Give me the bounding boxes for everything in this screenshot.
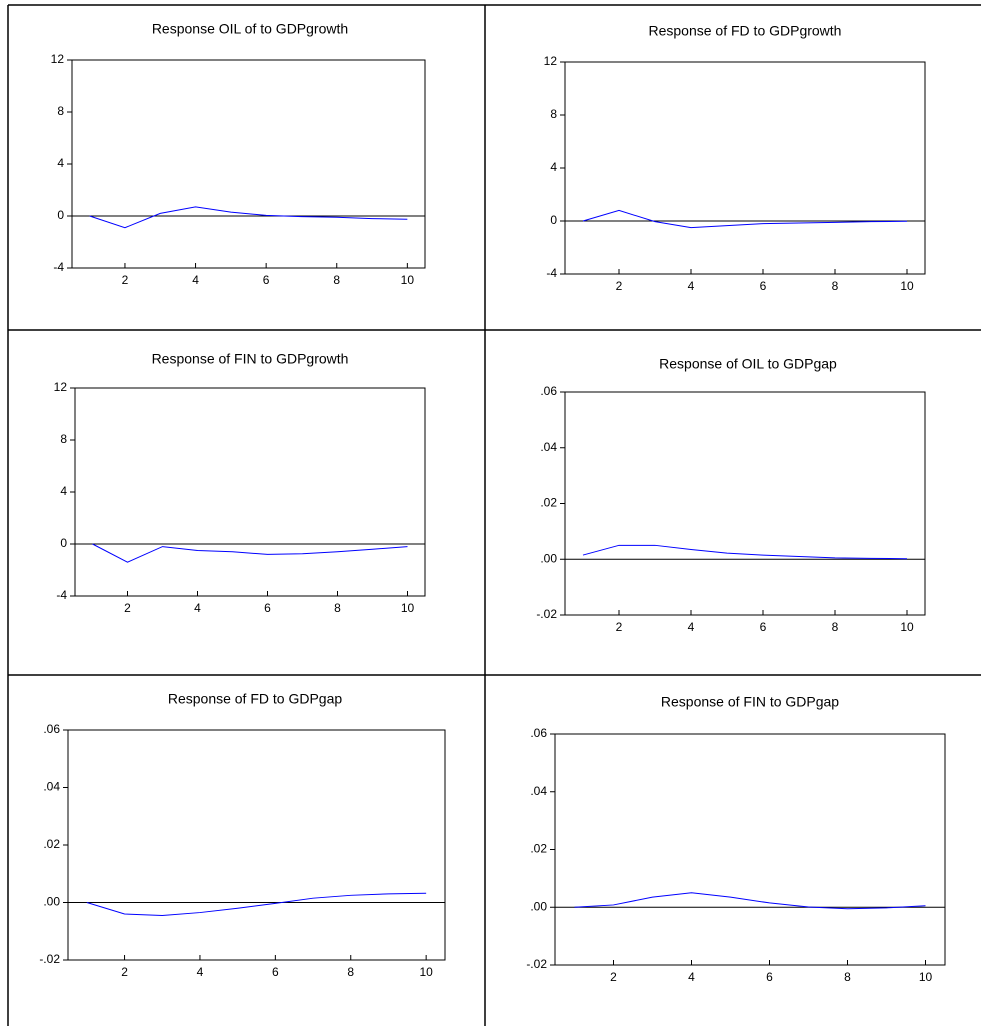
x-tick-label: 10	[919, 970, 933, 984]
x-tick-label: 4	[688, 970, 695, 984]
x-tick-label: 10	[401, 273, 415, 287]
y-tick-label: 12	[544, 54, 558, 68]
x-tick-label: 4	[194, 601, 201, 615]
x-tick-label: 2	[121, 965, 128, 979]
y-tick-label: -4	[56, 588, 67, 602]
x-tick-label: 8	[347, 965, 354, 979]
chart-title: Response of FIN to GDPgrowth	[152, 351, 349, 367]
line-series	[90, 207, 408, 228]
y-tick-label: .00	[530, 899, 547, 913]
x-tick-label: 4	[192, 273, 199, 287]
x-tick-label: 2	[122, 273, 129, 287]
y-tick-label: 8	[550, 107, 557, 121]
chart: Response of FD to GDPgap -.02 .00 .02 .04 .06…	[39, 691, 445, 979]
x-tick-label: 2	[610, 970, 617, 984]
x-tick-label: 2	[616, 620, 623, 634]
chart: Response of FIN to GDPgrowth -4 0 4 8 12 2 4 6 8 1…	[54, 351, 425, 615]
chart-title: Response OIL of to GDPgrowth	[152, 21, 348, 37]
y-tick-label: .02	[540, 496, 557, 510]
y-tick-label: .02	[43, 837, 60, 851]
y-tick-label: .00	[540, 551, 557, 565]
y-tick-label: 4	[60, 484, 67, 498]
line-series	[575, 893, 926, 909]
y-tick-label: 0	[550, 213, 557, 227]
x-tick-label: 10	[401, 601, 415, 615]
plot-frame	[565, 62, 925, 274]
y-tick-label: .04	[530, 784, 547, 798]
chart-title: Response of OIL to GDPgap	[659, 356, 837, 372]
y-tick-label: .06	[530, 726, 547, 740]
line-series	[87, 893, 426, 915]
line-series	[583, 210, 907, 227]
y-tick-label: .02	[530, 842, 547, 856]
y-tick-label: -4	[546, 266, 557, 280]
y-tick-label: -4	[53, 260, 64, 274]
y-tick-label: .04	[540, 440, 557, 454]
y-tick-label: -.02	[536, 607, 557, 621]
x-tick-label: 8	[832, 279, 839, 293]
x-tick-label: 10	[900, 620, 914, 634]
y-tick-label: 4	[57, 156, 64, 170]
panel-borders	[8, 5, 981, 1026]
x-tick-label: 6	[766, 970, 773, 984]
plot-frame	[565, 392, 925, 615]
x-tick-label: 4	[688, 279, 695, 293]
y-tick-label: 0	[57, 208, 64, 222]
chart: Response of OIL to GDPgap -.02 .00 .02 .04 .0…	[536, 356, 925, 634]
x-tick-label: 6	[760, 620, 767, 634]
x-tick-label: 4	[688, 620, 695, 634]
y-tick-label: 8	[60, 432, 67, 446]
y-tick-label: .06	[43, 722, 60, 736]
y-tick-label: 12	[54, 380, 68, 394]
line-series	[583, 545, 907, 558]
y-tick-label: 0	[60, 536, 67, 550]
x-tick-label: 6	[272, 965, 279, 979]
chart: Response of FIN to GDPgap -.02 .00 .02 .04 .0…	[526, 694, 945, 984]
x-tick-label: 4	[197, 965, 204, 979]
x-tick-label: 2	[616, 279, 623, 293]
plot-frame	[555, 734, 945, 965]
x-tick-label: 6	[263, 273, 270, 287]
chart: Response OIL of to GDPgrowth -4 0 4 8 12 2 4 6 8 1…	[51, 21, 425, 287]
y-tick-label: 8	[57, 104, 64, 118]
y-tick-label: -.02	[526, 957, 547, 971]
x-tick-label: 10	[419, 965, 433, 979]
chart-title: Response of FD to GDPgap	[168, 691, 343, 707]
x-tick-label: 8	[832, 620, 839, 634]
x-tick-label: 10	[900, 279, 914, 293]
y-tick-label: 12	[51, 52, 65, 66]
y-tick-label: 4	[550, 160, 557, 174]
chart: Response of FD to GDPgrowth -4 0 4 8 12 2 4 6 8 10	[544, 23, 925, 293]
plot-frame	[68, 730, 445, 960]
plot-frame	[75, 388, 425, 596]
chart-title: Response of FD to GDPgrowth	[649, 23, 842, 39]
line-series	[93, 544, 408, 562]
y-tick-label: .00	[43, 895, 60, 909]
x-tick-label: 6	[264, 601, 271, 615]
y-tick-label: .04	[43, 780, 60, 794]
plot-frame	[72, 60, 425, 268]
x-tick-label: 8	[333, 273, 340, 287]
x-tick-label: 2	[124, 601, 131, 615]
y-tick-label: .06	[540, 384, 557, 398]
x-tick-label: 8	[844, 970, 851, 984]
x-tick-label: 6	[760, 279, 767, 293]
x-tick-label: 8	[334, 601, 341, 615]
chart-title: Response of FIN to GDPgap	[661, 694, 839, 710]
y-tick-label: -.02	[39, 952, 60, 966]
figure: Response OIL of to GDPgrowth -4 0 4 8 12 2 4 6 8 1…	[0, 0, 981, 1026]
